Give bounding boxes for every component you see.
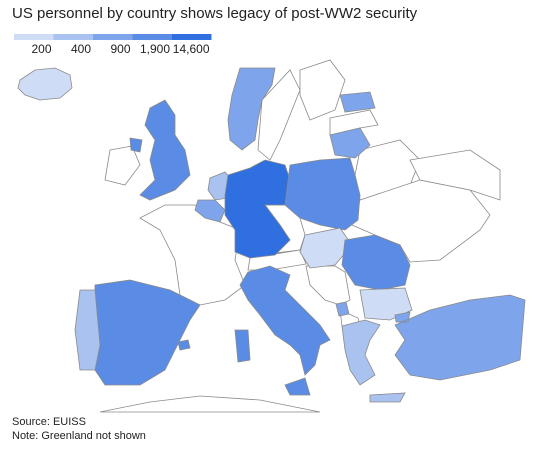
country xyxy=(284,157,361,231)
note: Note: Greenland not shown xyxy=(12,430,146,442)
land xyxy=(104,145,141,186)
land xyxy=(409,149,501,201)
base-land xyxy=(99,59,501,413)
legend-swatch xyxy=(93,34,133,40)
land xyxy=(257,69,301,161)
chart-title: US personnel by country shows legacy of … xyxy=(12,5,418,22)
country xyxy=(74,289,101,371)
legend-swatch xyxy=(172,34,212,40)
legend-swatch xyxy=(14,34,54,40)
land xyxy=(299,59,346,121)
source: Source: EUISS xyxy=(12,416,86,428)
land xyxy=(247,249,307,271)
legend-label: 1,900 xyxy=(140,42,170,56)
country xyxy=(341,234,411,291)
country xyxy=(227,67,276,151)
land xyxy=(305,265,351,306)
legend-label: 200 xyxy=(31,42,51,56)
legend-swatch xyxy=(132,34,172,40)
legend-label: 400 xyxy=(71,42,91,56)
country xyxy=(341,319,406,403)
country xyxy=(335,301,350,317)
country xyxy=(129,99,191,201)
legend-label: 14,600 xyxy=(173,42,210,56)
legend-swatch xyxy=(53,34,93,40)
legend-label: 900 xyxy=(110,42,130,56)
country xyxy=(329,127,371,159)
country xyxy=(194,199,226,223)
country xyxy=(339,91,376,113)
country xyxy=(394,294,526,381)
land xyxy=(99,395,321,413)
country xyxy=(17,67,73,101)
country xyxy=(299,227,353,269)
country xyxy=(234,265,331,396)
land xyxy=(329,109,379,136)
country xyxy=(224,159,291,259)
